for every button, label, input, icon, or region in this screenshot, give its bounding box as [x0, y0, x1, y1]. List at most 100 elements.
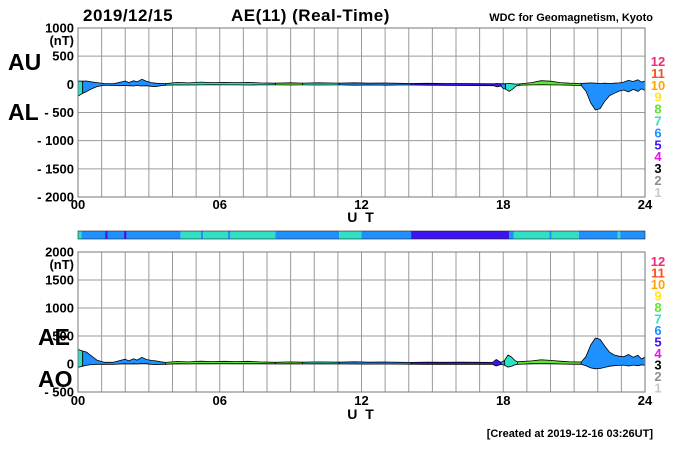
x-tick-label: 06 — [213, 393, 227, 408]
y-tick-label: - 500 — [44, 385, 74, 400]
page-title: AE(11) (Real-Time) — [231, 6, 390, 25]
plot-frame — [77, 251, 646, 393]
legend-station-4: 4 — [654, 346, 662, 361]
series-segment-station-6 — [338, 361, 412, 365]
label-au: AU — [8, 49, 42, 75]
series-segment-station-7 — [505, 83, 521, 92]
x-axis-labels: 00 06 12 18 24 U T — [71, 197, 653, 225]
station-bar-segment — [230, 231, 276, 239]
y-tick-label: 0 — [67, 357, 74, 372]
series-segment-station-6 — [82, 78, 166, 94]
x-tick-label: 24 — [638, 197, 653, 212]
station-bar-segment — [578, 231, 618, 239]
x-tick-label: 12 — [354, 197, 368, 212]
plot-date: 2019/12/15 — [83, 6, 174, 25]
y-tick-label: - 500 — [44, 105, 74, 120]
series-segment-station-8 — [519, 80, 582, 86]
legend-station-8: 8 — [654, 300, 661, 315]
label-al: AL — [8, 99, 39, 125]
station-bar-segment — [620, 231, 645, 239]
station-bar-segment — [551, 231, 579, 239]
legend-station-10: 10 — [651, 78, 665, 93]
station-bar-segment — [549, 231, 552, 239]
legend-station-4: 4 — [654, 149, 662, 164]
panel-grid — [78, 27, 645, 198]
station-bar-segment — [203, 231, 229, 239]
series-segment-station-8 — [274, 361, 303, 365]
station-color-bar — [77, 230, 646, 240]
y-unit-label: (nT) — [49, 33, 74, 48]
station-bar-segment — [228, 231, 231, 239]
x-tick-label: 06 — [213, 197, 227, 212]
y-tick-label: 1500 — [45, 273, 74, 288]
station-bar-segment — [78, 231, 82, 239]
x-axis-title: U T — [347, 406, 376, 422]
legend-station-6: 6 — [654, 323, 661, 338]
station-bar-segment — [617, 231, 621, 239]
panel-grid — [78, 251, 645, 393]
legend-station-6: 6 — [654, 125, 661, 140]
y-axis-labels: 2000 1500 1000 500 0 - 500 (nT) — [44, 245, 74, 400]
created-at-label: [Created at 2019-12-16 03:26UT] — [486, 428, 653, 440]
y-tick-label: - 1500 — [37, 161, 74, 176]
station-bar-segment — [126, 231, 181, 239]
legend-station-7: 7 — [654, 312, 661, 327]
series-segment-station-8 — [274, 82, 303, 86]
series-segment-station-6 — [580, 337, 646, 370]
legend-station-12: 12 — [651, 254, 665, 269]
station-bar-segment — [339, 231, 362, 239]
station-bar-segment — [509, 231, 514, 239]
legend-station-9: 9 — [654, 90, 661, 105]
legend-station-10: 10 — [651, 277, 665, 292]
series-segment-station-7 — [77, 80, 84, 97]
y-tick-label: 1000 — [45, 301, 74, 316]
series-segment-station-6 — [500, 360, 505, 366]
series-segment-station-6 — [82, 350, 166, 367]
legend-station-2: 2 — [654, 369, 661, 384]
series-segment-station-6 — [338, 82, 412, 86]
series-fill-ae-ao — [77, 337, 646, 370]
station-bar-frame — [77, 230, 646, 240]
legend-station-7: 7 — [654, 114, 661, 129]
series-segment-station-6 — [580, 79, 646, 111]
x-axis-title: U T — [347, 209, 376, 225]
station-bar-segment — [180, 231, 201, 239]
y-tick-label: 500 — [52, 329, 74, 344]
series-segment-station-8 — [164, 360, 276, 365]
legend-station-5: 5 — [654, 335, 661, 350]
y-tick-label: 0 — [67, 77, 74, 92]
legend-station-8: 8 — [654, 102, 661, 117]
x-tick-label: 00 — [71, 197, 85, 212]
y-axis-labels: 1000 500 0 - 500 - 1000 - 1500 - 2000 (nT) — [37, 21, 74, 205]
station-bar-segment — [411, 231, 510, 239]
credit-label: WDC for Geomagnetism, Kyoto — [489, 12, 653, 24]
legend-station-1: 1 — [654, 381, 661, 396]
label-ae: AE — [38, 324, 70, 350]
legend-station-3: 3 — [654, 161, 661, 176]
station-bar-segment — [107, 231, 125, 239]
legend-station-1: 1 — [654, 185, 661, 200]
station-bar-segment — [513, 231, 550, 239]
y-tick-label: - 2000 — [37, 190, 74, 205]
series-segment-station-7 — [503, 354, 518, 368]
station-bar-segment — [124, 231, 127, 239]
station-bar-segment — [81, 231, 106, 239]
station-bar-segment — [200, 231, 204, 239]
series-segment-station-6 — [500, 83, 507, 90]
legend-station-12: 12 — [651, 54, 665, 69]
label-ao: AO — [38, 366, 73, 392]
legend-station-3: 3 — [654, 358, 661, 373]
legend-station-2: 2 — [654, 173, 661, 188]
legend-station-11: 11 — [651, 266, 665, 281]
x-tick-label: 18 — [496, 197, 510, 212]
y-tick-label: 2000 — [45, 245, 74, 260]
legend-station-11: 11 — [651, 66, 665, 81]
station-bar-segment — [361, 231, 412, 239]
y-tick-label: 500 — [52, 49, 74, 64]
series-segment-station-7 — [301, 82, 340, 86]
series-segment-station-7 — [301, 361, 340, 365]
